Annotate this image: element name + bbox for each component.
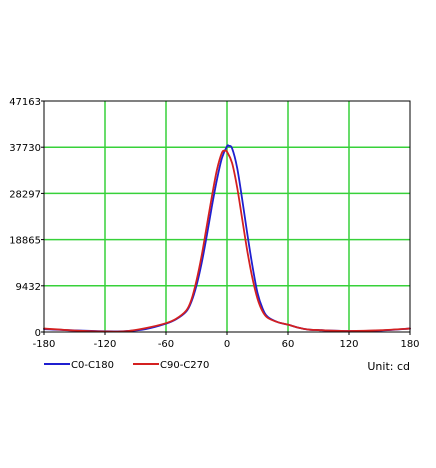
legend-label-c90-c270: C90-C270 <box>160 360 209 371</box>
y-tick-label: 47163 <box>9 97 41 108</box>
series-lines <box>43 144 411 333</box>
series-line-c90-c270 <box>43 149 411 333</box>
x-tick-label: -60 <box>158 339 174 350</box>
x-tick-label: -120 <box>94 339 117 350</box>
legend-label-c0-c180: C0-C180 <box>71 360 114 371</box>
x-tick-label: 0 <box>224 339 230 350</box>
x-tick-label: 180 <box>400 339 419 350</box>
grid-lines <box>44 101 410 332</box>
y-tick-label: 37730 <box>9 143 41 154</box>
tick-labels: 0 9432 18865 28297 37730 47163 -180 -120 -60 0 60 1… <box>9 97 419 350</box>
legend: C0-C180 C90-C270 <box>44 360 209 371</box>
unit-label: Unit: cd <box>367 360 410 373</box>
x-tick-label: -180 <box>33 339 56 350</box>
x-tick-label: 120 <box>339 339 358 350</box>
y-tick-label: 28297 <box>9 189 41 200</box>
x-tick-label: 60 <box>282 339 295 350</box>
y-tick-label: 9432 <box>16 282 41 293</box>
y-tick-label: 18865 <box>9 236 41 247</box>
y-tick-label: 0 <box>35 328 41 339</box>
